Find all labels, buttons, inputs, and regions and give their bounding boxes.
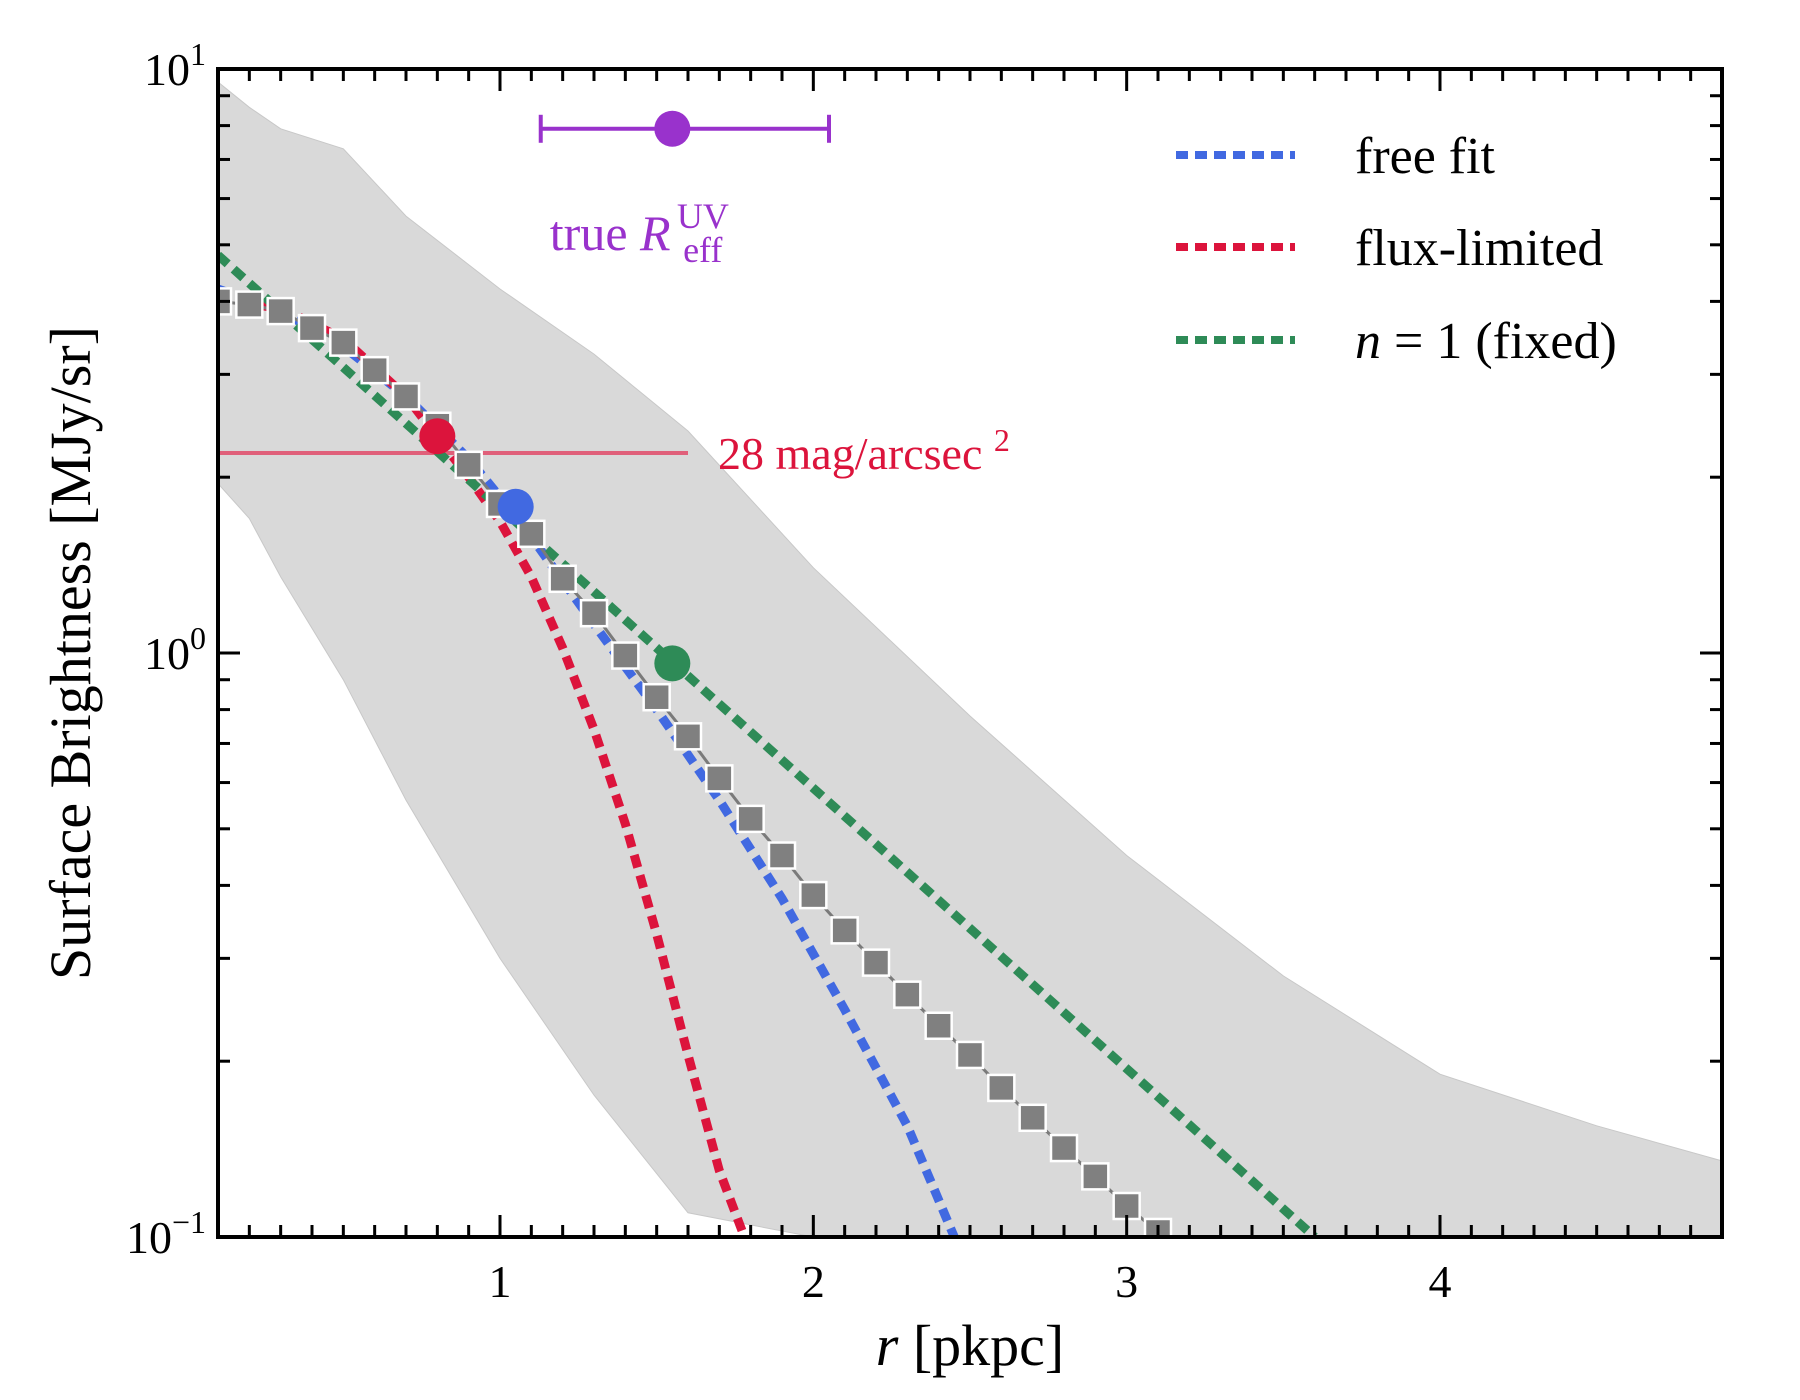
profile-data-point <box>705 764 734 793</box>
profile-data-point <box>642 682 671 712</box>
legend-n-equals: = 1 <box>1394 313 1462 370</box>
y-tick-base: 10 <box>126 1212 172 1263</box>
x-axis-unit: [pkpc] <box>913 1313 1064 1378</box>
n1-fixed-line <box>218 251 1318 1237</box>
profile-data-point <box>391 382 421 411</box>
true-reff-point <box>654 110 691 147</box>
profile-data-point <box>830 916 859 945</box>
true-reff-prefix: true <box>550 205 640 261</box>
profile-data-point <box>861 948 891 977</box>
profile-data-point <box>924 1011 953 1041</box>
x-tick-label: 1 <box>489 1256 512 1307</box>
profile-data-point <box>1018 1103 1047 1133</box>
y-tick-exponent: −1 <box>172 1204 206 1240</box>
profile-data-point <box>266 296 295 326</box>
plot-frame <box>216 67 1724 1239</box>
legend-label-flux-limited: flux-limited <box>1355 220 1603 277</box>
threshold-number: 28 <box>718 428 764 479</box>
legend: free fit flux-limited n = 1 (fixed) <box>1176 128 1617 370</box>
free-fit-reff-marker <box>497 488 534 525</box>
profile-data-point <box>799 880 828 910</box>
y-tick-base: 10 <box>144 628 190 679</box>
true-reff-superscript: UV <box>677 196 729 236</box>
profile-data-point <box>454 450 483 480</box>
y-tick-label: 10−1 <box>126 1204 206 1263</box>
profile-data-point <box>955 1040 985 1070</box>
true-reff-symbol: R <box>639 205 671 261</box>
legend-label-n1-fixed: n = 1 (fixed) <box>1355 313 1617 370</box>
y-tick-exponent: 1 <box>190 36 206 72</box>
profile-data-point <box>579 598 609 628</box>
legend-n-fixed: (fixed) <box>1475 313 1616 370</box>
threshold-superscript: 2 <box>994 422 1010 458</box>
legend-n-symbol: n <box>1355 313 1381 370</box>
profile-data-point <box>360 355 389 385</box>
y-tick-label: 100 <box>144 620 206 679</box>
threshold-label: 28 mag/arcsec 2 <box>718 422 1010 479</box>
x-tick-label: 4 <box>1429 1256 1452 1307</box>
y-axis-label: Surface Brightness [MJy/sr] <box>38 326 103 980</box>
profile-data-point <box>987 1073 1016 1103</box>
true-reff-label: true R eff UV <box>550 196 735 273</box>
profile-data-point <box>297 313 327 343</box>
profile-data-point <box>329 328 358 357</box>
profile-data-point <box>893 980 922 1009</box>
profile-data-point <box>611 641 640 670</box>
y-tick-exponent: 0 <box>190 620 206 656</box>
reff-markers-layer <box>419 418 691 682</box>
n1-reff-marker <box>654 645 691 682</box>
true-reff-layer <box>538 110 831 147</box>
x-axis-label: r [pkpc] <box>876 1313 1064 1378</box>
x-axis-symbol: r <box>876 1313 899 1378</box>
profile-data-point <box>548 564 577 594</box>
profile-data-point <box>235 290 264 319</box>
profile-data-point <box>767 841 797 870</box>
profile-data-point <box>517 519 546 549</box>
flux-limited-reff-marker <box>419 418 456 455</box>
true-reff-subscript: eff <box>683 230 722 270</box>
profile-data-point <box>1049 1133 1079 1163</box>
profile-data-point <box>673 722 703 751</box>
y-tick-label: 101 <box>144 36 206 95</box>
y-tick-base: 10 <box>144 44 190 95</box>
x-tick-label: 2 <box>802 1256 825 1307</box>
x-tick-label: 3 <box>1115 1256 1138 1307</box>
profile-data-point <box>736 804 765 834</box>
data-points-layer <box>218 287 1173 1237</box>
threshold-unit: mag/arcsec <box>776 428 983 479</box>
profile-data-point <box>1081 1162 1110 1191</box>
legend-label-free-fit: free fit <box>1355 128 1496 185</box>
